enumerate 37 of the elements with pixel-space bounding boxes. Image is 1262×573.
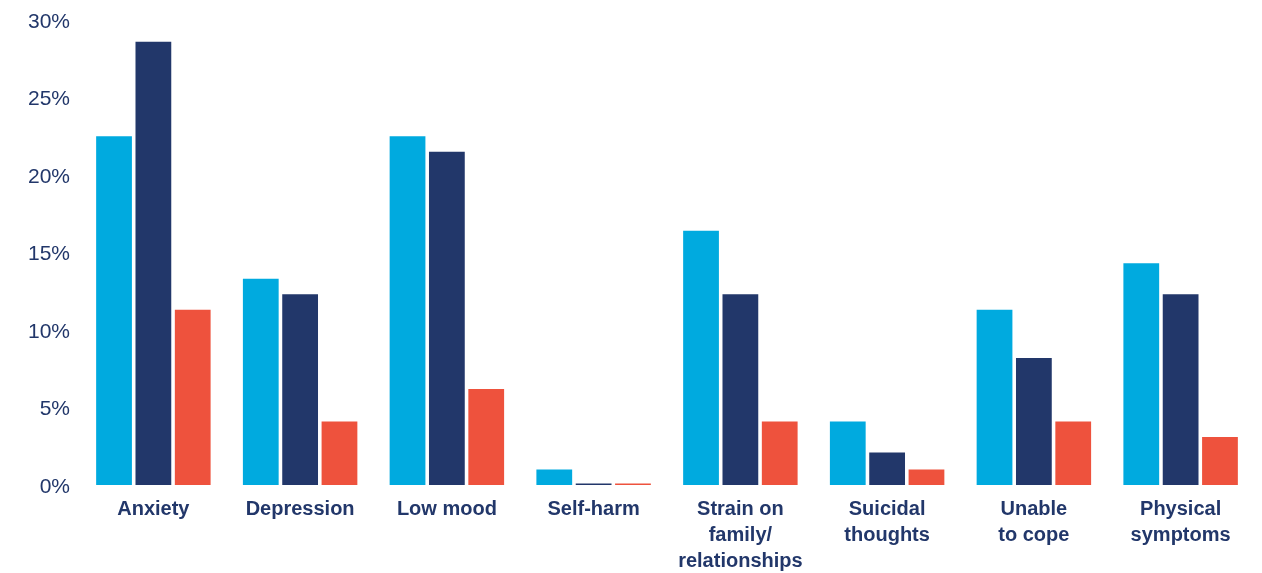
- bar: [908, 469, 945, 485]
- bar: [389, 136, 426, 485]
- bar: [174, 309, 211, 485]
- x-tick-label: Low mood: [396, 497, 497, 519]
- bar: [428, 151, 465, 485]
- bar: [976, 309, 1013, 485]
- x-tick-label: Strain on family/ relationships: [678, 497, 803, 571]
- x-tick-label: Unable to cope: [998, 497, 1070, 545]
- y-tick-label: 25%: [27, 86, 70, 109]
- bar: [1202, 436, 1238, 485]
- y-tick-label: 5%: [39, 396, 70, 419]
- bar: [1162, 294, 1199, 485]
- bar: [869, 452, 906, 485]
- bar: [1055, 421, 1092, 485]
- y-tick-label: 0%: [39, 473, 70, 497]
- bar: [135, 41, 172, 485]
- bar: [282, 294, 319, 485]
- bar: [536, 469, 573, 485]
- bar: [722, 294, 759, 485]
- bar: [96, 136, 132, 485]
- x-tick-label: Suicidal thoughts: [844, 497, 930, 545]
- bar: [468, 388, 505, 485]
- x-tick-label: Anxiety: [117, 497, 191, 519]
- x-tick-label: Physical symptoms: [1130, 497, 1231, 545]
- bar: [761, 421, 798, 485]
- y-tick-label: 15%: [27, 241, 70, 264]
- bar: [242, 278, 279, 485]
- y-tick-label: 10%: [27, 318, 70, 342]
- bar: [321, 421, 358, 485]
- y-tick-label: 30%: [27, 8, 70, 32]
- bar: [829, 421, 866, 485]
- bar: [683, 230, 719, 485]
- bar: [1015, 357, 1052, 485]
- x-tick-label: Depression: [245, 497, 355, 519]
- y-tick-label: 20%: [27, 163, 70, 187]
- x-tick-label: Self-harm: [547, 497, 640, 519]
- bar: [1123, 263, 1160, 485]
